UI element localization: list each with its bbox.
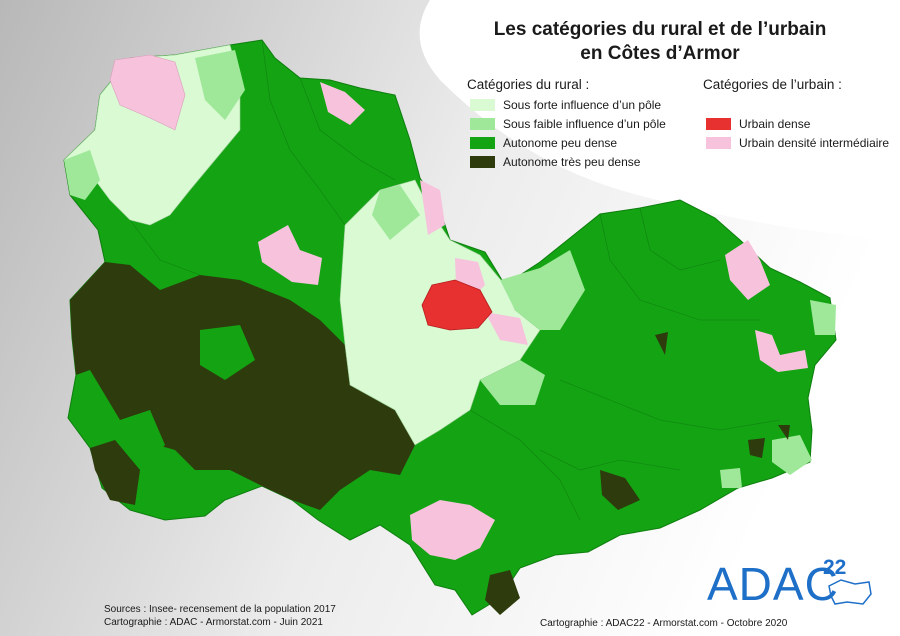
legend-label: Sous forte influence d’un pôle [503,98,662,112]
cartography-credit-left: Cartographie : ADAC - Armorstat.com - Ju… [104,617,323,628]
adac-logo: ADAC 22 [707,556,887,618]
legend-item-rural-weak: Sous faible influence d’un pôle [470,117,666,131]
logo-text: ADAC [707,558,839,610]
title-line-2: en Côtes d’Armor [580,43,740,64]
department-map [63,39,837,616]
legend-label: Autonome très peu dense [503,155,641,169]
title-line-1: Les catégories du rural et de l’urbain [493,19,827,40]
legend-swatch [470,118,495,130]
legend-urban-heading: Catégories de l’urbain : [703,77,842,92]
legend-swatch [470,99,495,111]
legend-label: Sous faible influence d’un pôle [503,117,666,131]
sources-credit: Sources : Insee- recensement de la popul… [104,604,336,615]
legend-item-rural-very-sparse: Autonome très peu dense [470,155,640,169]
legend-item-urban-dense: Urbain dense [706,117,810,131]
logo-map-icon [828,579,872,605]
legend-item-urban-intermediate: Urbain densité intermédiaire [706,136,889,150]
legend-swatch [706,137,731,149]
map-title: Les catégories du rural et de l’urbain e… [455,18,865,66]
legend-label: Autonome peu dense [503,136,618,150]
logo-number: 22 [823,556,847,579]
legend-item-rural-strong: Sous forte influence d’un pôle [470,98,661,112]
legend-label: Urbain dense [739,117,811,131]
legend-swatch [470,137,495,149]
legend-label: Urbain densité intermédiaire [739,136,890,150]
legend-item-rural-autonomous: Autonome peu dense [470,136,617,150]
legend-rural-heading: Catégories du rural : [467,77,590,92]
legend-swatch [706,118,731,130]
legend-swatch [470,156,495,168]
cartography-credit-right: Cartographie : ADAC22 - Armorstat.com - … [540,618,788,629]
